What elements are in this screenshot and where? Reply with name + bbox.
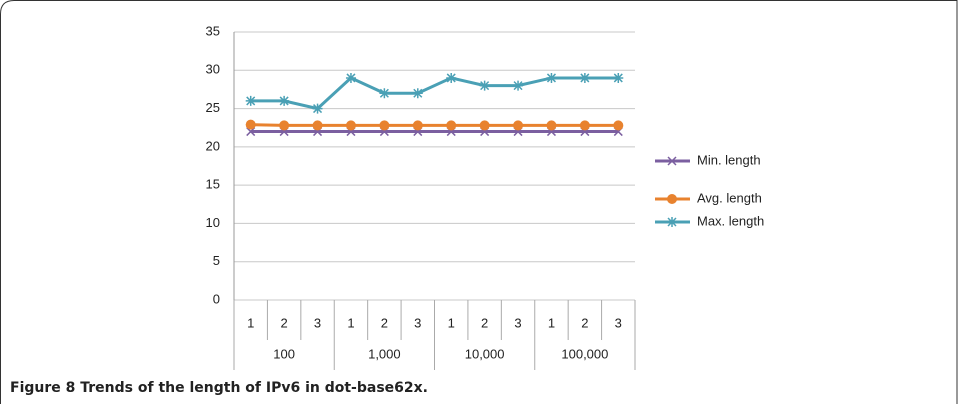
caption-label: Figure 8	[10, 380, 75, 396]
x-tick-label: 1	[247, 315, 254, 330]
legend-label: Max. length	[697, 213, 764, 228]
point	[613, 120, 624, 131]
point	[279, 95, 290, 106]
legend-marker	[667, 156, 677, 166]
caption: Figure 8 Trends of the length of IPv6 in…	[10, 380, 428, 396]
legend-label: Avg. length	[697, 190, 762, 205]
x-tick-label: 1	[448, 315, 455, 330]
x-tick-label: 3	[514, 315, 521, 330]
y-tick-label: 20	[206, 138, 220, 153]
point	[479, 120, 490, 131]
y-tick-label: 30	[206, 62, 220, 77]
legend-marker	[667, 194, 677, 204]
x-tick-label: 3	[314, 315, 321, 330]
x-tick-label: 2	[581, 315, 588, 330]
x-tick-label: 1	[548, 315, 555, 330]
group-label: 10,000	[465, 346, 505, 361]
point	[279, 120, 290, 131]
x-tick-label: 2	[481, 315, 488, 330]
y-tick-label: 15	[206, 177, 220, 192]
group-label: 100,000	[561, 346, 608, 361]
point	[546, 72, 557, 83]
point	[579, 72, 590, 83]
point	[513, 120, 524, 131]
point	[245, 95, 256, 106]
legend-label: Min. length	[697, 152, 761, 167]
point	[379, 120, 390, 131]
x-tick-label: 3	[414, 315, 421, 330]
y-tick-label: 10	[206, 215, 220, 230]
x-tick-label: 3	[615, 315, 622, 330]
group-label: 100	[273, 346, 295, 361]
point	[613, 72, 624, 83]
legend-marker	[667, 217, 677, 227]
point	[412, 120, 423, 131]
y-tick-label: 35	[206, 23, 220, 38]
point	[379, 88, 390, 99]
point	[245, 119, 256, 130]
point	[312, 120, 323, 131]
x-tick-label: 2	[281, 315, 288, 330]
x-tick-label: 2	[381, 315, 388, 330]
point	[312, 103, 323, 114]
group-label: 1,000	[368, 346, 401, 361]
point	[579, 120, 590, 131]
caption-text: Trends of the length of IPv6 in dot-base…	[80, 380, 428, 396]
point	[513, 80, 524, 91]
y-tick-label: 0	[213, 291, 220, 306]
point	[345, 120, 356, 131]
point	[546, 120, 557, 131]
series-line	[250, 123, 619, 127]
series-line	[250, 76, 619, 111]
point	[412, 88, 423, 99]
point	[345, 72, 356, 83]
y-tick-label: 5	[213, 253, 220, 268]
point	[446, 120, 457, 131]
x-tick-label: 1	[347, 315, 354, 330]
point	[479, 80, 490, 91]
point	[446, 72, 457, 83]
y-tick-label: 25	[206, 100, 220, 115]
